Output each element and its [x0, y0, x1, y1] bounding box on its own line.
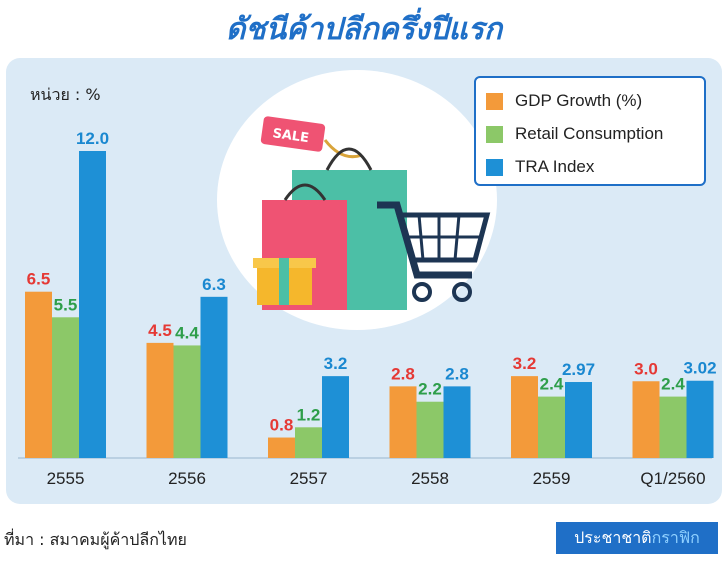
legend-item-retail: Retail Consumption: [486, 121, 663, 147]
data-label-retail-Q1/2560: 2.4: [661, 375, 685, 394]
data-label-retail-2559: 2.4: [540, 375, 564, 394]
bar-gdp-2557: [268, 437, 295, 458]
legend-label-gdp: GDP Growth (%): [515, 91, 643, 110]
chart-legend: GDP Growth (%) Retail Consumption TRA In…: [474, 76, 706, 186]
bar-gdp-2555: [25, 291, 52, 458]
bar-retail-2557: [295, 427, 322, 458]
data-label-gdp-2555: 6.5: [27, 270, 51, 289]
data-label-tra-2557: 3.2: [324, 354, 348, 373]
x-tick-label-2558: 2558: [411, 469, 449, 488]
bar-gdp-Q1/2560: [632, 381, 660, 458]
gift-box-icon: [253, 258, 316, 305]
chart-title: ดัชนีค้าปลีกครึ่งปีแรก: [225, 12, 503, 47]
bar-tra-2559: [565, 382, 592, 458]
data-label-gdp-2556: 4.5: [148, 321, 172, 340]
data-label-retail-2557: 1.2: [297, 405, 321, 424]
bar-tra-2558: [443, 386, 471, 458]
data-label-gdp-2559: 3.2: [513, 354, 537, 373]
data-label-gdp-Q1/2560: 3.0: [634, 359, 658, 378]
bar-gdp-2559: [511, 376, 538, 458]
x-tick-label-2556: 2556: [168, 469, 206, 488]
legend-item-gdp: GDP Growth (%): [486, 88, 642, 114]
data-label-retail-2556: 4.4: [175, 323, 199, 342]
sale-tag-icon: SALE: [260, 116, 363, 159]
bar-gdp-2556: [146, 342, 174, 458]
data-label-retail-2558: 2.2: [418, 380, 442, 399]
bar-retail-2559: [538, 396, 565, 458]
legend-label-tra: TRA Index: [515, 157, 595, 176]
data-label-retail-2555: 5.5: [54, 295, 78, 314]
x-tick-label-2555: 2555: [47, 469, 85, 488]
unit-label: หน่วย : %: [30, 85, 101, 104]
bar-retail-2558: [416, 401, 444, 458]
legend-label-retail: Retail Consumption: [515, 124, 664, 143]
legend-item-tra: TRA Index: [486, 154, 594, 180]
brand-logo: ประชาชาติ กราฟิก: [556, 522, 718, 554]
legend-swatch-retail: [486, 125, 503, 143]
bar-tra-Q1/2560: [686, 380, 714, 458]
svg-text:SALE: SALE: [272, 126, 310, 146]
data-label-tra-Q1/2560: 3.02: [683, 359, 716, 378]
bar-gdp-2558: [389, 386, 417, 458]
brand-text-a: ประชาชาติ: [574, 527, 652, 547]
shopping-illustration: SALE: [217, 70, 497, 330]
bar-tra-2555: [79, 151, 106, 458]
source-note: ที่มา : สมาคมผู้ค้าปลีกไทย: [4, 530, 187, 549]
data-label-tra-2559: 2.97: [562, 360, 595, 379]
data-label-gdp-2558: 2.8: [391, 364, 415, 383]
x-tick-label-Q1/2560: Q1/2560: [640, 469, 705, 488]
x-tick-label-2557: 2557: [290, 469, 328, 488]
bar-retail-2556: [173, 345, 201, 458]
data-label-tra-2558: 2.8: [445, 364, 469, 383]
legend-swatch-gdp: [486, 92, 503, 110]
bar-tra-2557: [322, 376, 349, 458]
legend-swatch-tra: [486, 158, 503, 176]
bar-tra-2556: [200, 296, 228, 458]
data-label-gdp-2557: 0.8: [270, 416, 294, 435]
x-tick-label-2559: 2559: [533, 469, 571, 488]
brand-text-b: กราฟิก: [651, 527, 700, 547]
bar-retail-Q1/2560: [659, 396, 687, 458]
bar-retail-2555: [52, 317, 79, 458]
data-label-tra-2555: 12.0: [76, 129, 109, 148]
data-label-tra-2556: 6.3: [202, 275, 226, 294]
shopping-cart-icon: [377, 201, 491, 302]
